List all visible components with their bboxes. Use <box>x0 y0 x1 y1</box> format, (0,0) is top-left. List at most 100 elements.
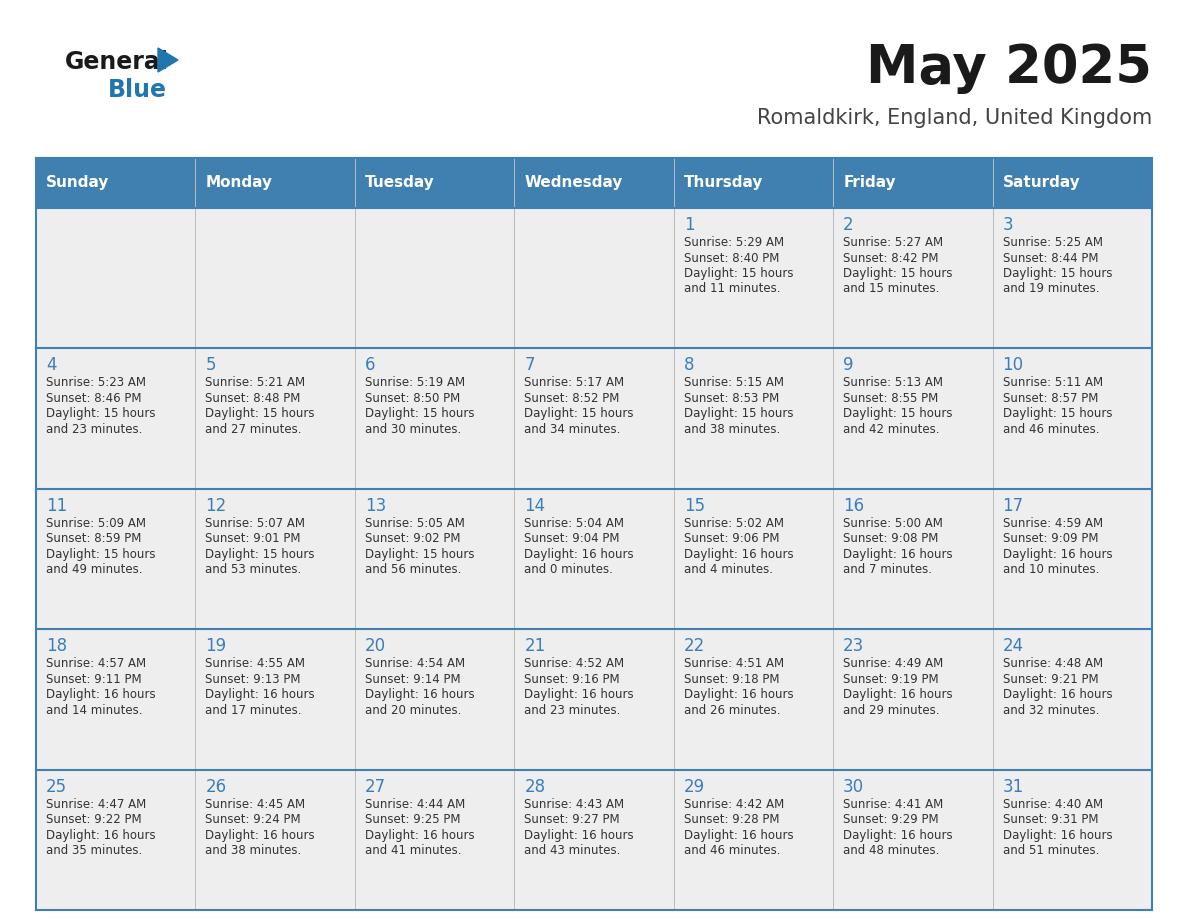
Text: Sunset: 9:04 PM: Sunset: 9:04 PM <box>524 532 620 545</box>
Bar <box>992 208 1152 349</box>
Text: 11: 11 <box>46 497 68 515</box>
Text: 30: 30 <box>843 778 864 796</box>
Text: Sunrise: 4:48 AM: Sunrise: 4:48 AM <box>1003 657 1102 670</box>
Text: Daylight: 15 hours: Daylight: 15 hours <box>684 408 794 420</box>
Bar <box>36 208 196 349</box>
Bar <box>36 488 196 629</box>
Text: and 29 minutes.: and 29 minutes. <box>843 704 940 717</box>
Text: 14: 14 <box>524 497 545 515</box>
Bar <box>196 208 355 349</box>
Text: Daylight: 16 hours: Daylight: 16 hours <box>206 829 315 842</box>
Text: Daylight: 16 hours: Daylight: 16 hours <box>684 548 794 561</box>
Text: and 32 minutes.: and 32 minutes. <box>1003 704 1099 717</box>
Text: and 51 minutes.: and 51 minutes. <box>1003 844 1099 857</box>
Bar <box>355 208 514 349</box>
Bar <box>992 629 1152 769</box>
Text: and 7 minutes.: and 7 minutes. <box>843 564 933 577</box>
Text: Daylight: 16 hours: Daylight: 16 hours <box>843 548 953 561</box>
Text: Sunrise: 5:27 AM: Sunrise: 5:27 AM <box>843 236 943 249</box>
Text: 1: 1 <box>684 216 694 234</box>
Text: May 2025: May 2025 <box>866 42 1152 94</box>
Text: Sunset: 9:29 PM: Sunset: 9:29 PM <box>843 813 939 826</box>
Bar <box>355 629 514 769</box>
Text: and 0 minutes.: and 0 minutes. <box>524 564 613 577</box>
Text: 23: 23 <box>843 637 865 655</box>
Text: Daylight: 15 hours: Daylight: 15 hours <box>524 408 633 420</box>
Text: Sunrise: 5:29 AM: Sunrise: 5:29 AM <box>684 236 784 249</box>
Text: Sunrise: 4:41 AM: Sunrise: 4:41 AM <box>843 798 943 811</box>
Text: 4: 4 <box>46 356 57 375</box>
Text: 18: 18 <box>46 637 68 655</box>
Text: Sunset: 9:01 PM: Sunset: 9:01 PM <box>206 532 301 545</box>
Text: Daylight: 16 hours: Daylight: 16 hours <box>46 688 156 701</box>
Text: Sunrise: 4:42 AM: Sunrise: 4:42 AM <box>684 798 784 811</box>
Text: Sunrise: 5:13 AM: Sunrise: 5:13 AM <box>843 376 943 389</box>
Text: Daylight: 16 hours: Daylight: 16 hours <box>524 829 634 842</box>
Text: Sunset: 9:02 PM: Sunset: 9:02 PM <box>365 532 461 545</box>
Text: and 20 minutes.: and 20 minutes. <box>365 704 461 717</box>
Text: and 23 minutes.: and 23 minutes. <box>46 423 143 436</box>
Text: Thursday: Thursday <box>684 175 763 191</box>
Text: 27: 27 <box>365 778 386 796</box>
Text: 26: 26 <box>206 778 227 796</box>
Text: and 34 minutes.: and 34 minutes. <box>524 423 620 436</box>
Text: 28: 28 <box>524 778 545 796</box>
Text: Sunrise: 5:07 AM: Sunrise: 5:07 AM <box>206 517 305 530</box>
Text: Sunset: 9:18 PM: Sunset: 9:18 PM <box>684 673 779 686</box>
Text: 9: 9 <box>843 356 854 375</box>
Text: Daylight: 15 hours: Daylight: 15 hours <box>843 267 953 280</box>
Text: Daylight: 16 hours: Daylight: 16 hours <box>1003 548 1112 561</box>
Text: Sunrise: 5:17 AM: Sunrise: 5:17 AM <box>524 376 625 389</box>
Text: Daylight: 16 hours: Daylight: 16 hours <box>684 688 794 701</box>
Text: Sunrise: 4:45 AM: Sunrise: 4:45 AM <box>206 798 305 811</box>
Text: Sunset: 9:08 PM: Sunset: 9:08 PM <box>843 532 939 545</box>
Text: Daylight: 16 hours: Daylight: 16 hours <box>365 688 474 701</box>
Text: Sunset: 9:11 PM: Sunset: 9:11 PM <box>46 673 141 686</box>
Text: 6: 6 <box>365 356 375 375</box>
Text: 8: 8 <box>684 356 694 375</box>
Text: Sunset: 9:09 PM: Sunset: 9:09 PM <box>1003 532 1098 545</box>
Text: 16: 16 <box>843 497 864 515</box>
Bar <box>514 769 674 910</box>
Text: 5: 5 <box>206 356 216 375</box>
Text: Sunrise: 5:02 AM: Sunrise: 5:02 AM <box>684 517 784 530</box>
Text: and 19 minutes.: and 19 minutes. <box>1003 283 1099 296</box>
Text: and 49 minutes.: and 49 minutes. <box>46 564 143 577</box>
Text: 10: 10 <box>1003 356 1024 375</box>
Text: Daylight: 16 hours: Daylight: 16 hours <box>843 688 953 701</box>
Text: Sunrise: 4:52 AM: Sunrise: 4:52 AM <box>524 657 625 670</box>
Text: Sunrise: 4:54 AM: Sunrise: 4:54 AM <box>365 657 465 670</box>
Text: 29: 29 <box>684 778 704 796</box>
Text: 2: 2 <box>843 216 854 234</box>
Text: Sunrise: 4:47 AM: Sunrise: 4:47 AM <box>46 798 146 811</box>
Text: Sunrise: 5:19 AM: Sunrise: 5:19 AM <box>365 376 465 389</box>
Text: and 11 minutes.: and 11 minutes. <box>684 283 781 296</box>
Bar <box>196 488 355 629</box>
Text: Sunrise: 4:44 AM: Sunrise: 4:44 AM <box>365 798 466 811</box>
Text: 25: 25 <box>46 778 68 796</box>
Text: Saturday: Saturday <box>1003 175 1080 191</box>
Text: Daylight: 16 hours: Daylight: 16 hours <box>684 829 794 842</box>
Text: and 26 minutes.: and 26 minutes. <box>684 704 781 717</box>
Bar <box>674 769 833 910</box>
Text: and 41 minutes.: and 41 minutes. <box>365 844 461 857</box>
Text: Daylight: 16 hours: Daylight: 16 hours <box>843 829 953 842</box>
Bar <box>36 349 196 488</box>
Text: Sunset: 9:22 PM: Sunset: 9:22 PM <box>46 813 141 826</box>
Text: Daylight: 16 hours: Daylight: 16 hours <box>524 548 634 561</box>
Bar <box>355 769 514 910</box>
Text: Daylight: 16 hours: Daylight: 16 hours <box>365 829 474 842</box>
Bar <box>674 488 833 629</box>
Text: Daylight: 15 hours: Daylight: 15 hours <box>365 408 474 420</box>
Text: Sunset: 8:40 PM: Sunset: 8:40 PM <box>684 252 779 264</box>
Text: Sunset: 8:42 PM: Sunset: 8:42 PM <box>843 252 939 264</box>
Text: Daylight: 16 hours: Daylight: 16 hours <box>1003 829 1112 842</box>
Text: and 23 minutes.: and 23 minutes. <box>524 704 620 717</box>
Bar <box>196 769 355 910</box>
Text: Sunset: 8:59 PM: Sunset: 8:59 PM <box>46 532 141 545</box>
Text: Sunset: 9:19 PM: Sunset: 9:19 PM <box>843 673 939 686</box>
Text: Sunset: 9:27 PM: Sunset: 9:27 PM <box>524 813 620 826</box>
Text: and 48 minutes.: and 48 minutes. <box>843 844 940 857</box>
Text: Sunset: 8:44 PM: Sunset: 8:44 PM <box>1003 252 1098 264</box>
Bar <box>833 208 992 349</box>
